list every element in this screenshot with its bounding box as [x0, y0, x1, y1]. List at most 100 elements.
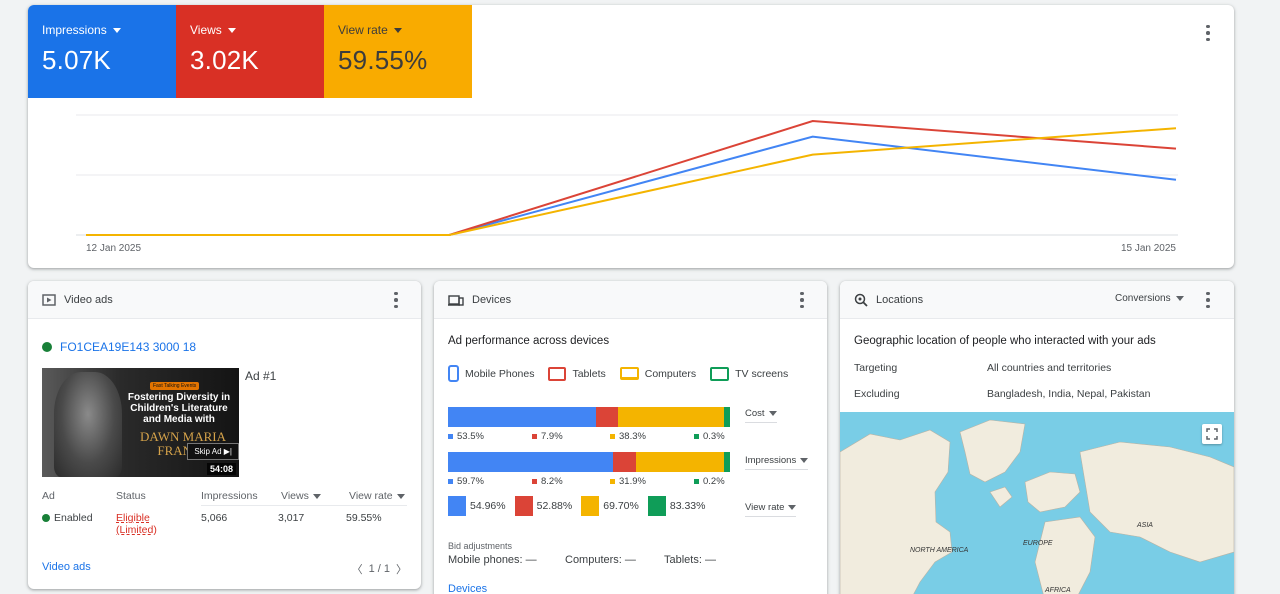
views-metric-tile[interactable]: Views 3.02K [176, 5, 324, 98]
sort-down-icon [396, 493, 405, 499]
map-label-africa: AFRICA [1044, 587, 1071, 594]
impressions-cell: 5,066 [201, 512, 228, 524]
cost-metric-dropdown[interactable]: Cost [745, 408, 777, 423]
bar-segment-tv [724, 407, 730, 427]
chevron-down-icon [768, 411, 777, 416]
view-rate-mobile: 54.96% [448, 496, 506, 516]
devices-subtitle: Ad performance across devices [448, 335, 610, 347]
divider [201, 505, 407, 506]
card-title: Locations [876, 293, 924, 306]
view-rate-metric-tile[interactable]: View rate 59.55% [324, 5, 472, 98]
targeting-label: Targeting [854, 362, 898, 374]
impressions-metric-dropdown[interactable]: Impressions [745, 455, 809, 470]
column-header-status: Status [116, 490, 146, 502]
pct-label-tablets: 8.2% [532, 476, 563, 487]
video-ads-link[interactable]: Video ads [42, 561, 91, 573]
views-label: Views [190, 23, 222, 37]
pct-label-tv: 0.2% [694, 476, 725, 487]
card-title: Devices [472, 293, 512, 306]
column-header-view-rate[interactable]: View rate [349, 490, 405, 502]
bar-segment-mobile [448, 407, 597, 427]
excluding-label: Excluding [854, 388, 900, 400]
chevron-down-icon [1175, 296, 1184, 301]
map-label-na: NORTH AMERICA [910, 547, 969, 554]
page-indicator: 1 / 1 [368, 563, 390, 575]
ad-name-link[interactable]: FO1CEA19E143 3000 18 [42, 340, 196, 354]
chevron-down-icon [112, 27, 121, 33]
bar-segment-tablets [613, 452, 636, 472]
devices-icon [448, 294, 464, 306]
ad-id-text: FO1CEA19E143 3000 18 [60, 340, 197, 354]
computer-icon [619, 367, 639, 380]
previous-page-icon[interactable]: 〈 [351, 564, 363, 576]
more-options-icon[interactable] [794, 290, 810, 310]
pct-label-mobile: 59.7% [448, 476, 484, 487]
video-duration: 54:08 [206, 463, 236, 475]
legend-tv: TV screens [710, 366, 788, 381]
view-rate-by-device: 54.96% 52.88% 69.70% 83.33% [448, 496, 715, 516]
bid-mobile: Mobile phones: — [448, 554, 537, 566]
series-line-view-rate [86, 127, 1177, 236]
map-label-asia: ASIA [1136, 522, 1153, 529]
x-tick-label: 12 Jan 2025 [86, 243, 141, 254]
bar-segment-computers [635, 452, 724, 472]
locations-subtitle: Geographic location of people who intera… [854, 335, 1156, 347]
impressions-label: Impressions [42, 23, 107, 37]
world-map-graphic: NORTH AMERICA EUROPE ASIA AFRICA [840, 419, 1234, 594]
card-header: Locations [840, 281, 1234, 319]
video-thumbnail[interactable]: Fast Talking Events Fostering Diversity … [42, 368, 239, 477]
view-rate-metric-dropdown[interactable]: View rate [745, 502, 797, 517]
chevron-down-icon [788, 505, 797, 510]
card-header: Devices [434, 281, 827, 319]
view-rate-tablets: 52.88% [514, 496, 572, 516]
view-rate-cell: 59.55% [346, 512, 382, 524]
enabled-status-icon [42, 342, 52, 352]
speaker-portrait [54, 372, 122, 477]
devices-link[interactable]: Devices [448, 583, 488, 594]
views-cell: 3,017 [278, 512, 305, 524]
status-eligible-limited-link[interactable]: Eligible (Limited) [116, 512, 157, 536]
column-header-impressions[interactable]: Impressions [201, 490, 258, 502]
enabled-dot-icon [42, 514, 50, 522]
views-value: 3.02K [190, 45, 259, 75]
view-rate-value: 59.55% [338, 45, 428, 75]
locations-card: Locations Conversions Geographic locatio… [840, 281, 1234, 594]
next-page-icon[interactable]: 〉 [396, 564, 407, 576]
legend-tablets: Tablets [548, 366, 606, 381]
conversions-dropdown[interactable]: Conversions [1115, 293, 1184, 304]
fullscreen-icon[interactable] [1202, 424, 1222, 444]
pct-label-tablets: 7.9% [532, 431, 563, 442]
excluding-value: Bangladesh, India, Nepal, Pakistan [987, 388, 1151, 400]
bid-computers: Computers: — [565, 554, 636, 566]
legend-computers: Computers [619, 367, 696, 380]
impressions-value: 5.07K [42, 45, 111, 75]
view-rate-tv: 83.33% [647, 496, 706, 516]
chevron-down-icon [393, 27, 402, 33]
sort-down-icon [312, 493, 321, 499]
column-header-views[interactable]: Views [281, 490, 321, 502]
more-options-icon[interactable] [1200, 290, 1216, 310]
impressions-stacked-bar [448, 452, 730, 472]
pagination: 〈 1 / 1 〉 [352, 561, 407, 577]
card-header: Video ads [28, 281, 421, 319]
bar-segment-tv [724, 452, 730, 472]
pct-label-computers: 31.9% [610, 476, 646, 487]
event-tag: Fast Talking Events [150, 382, 200, 390]
view-rate-computers: 69.70% [581, 496, 639, 516]
ad-number: Ad #1 [245, 369, 277, 383]
ad-state-cell: Enabled [42, 512, 93, 524]
tablet-icon [548, 366, 567, 381]
column-header-ad: Ad [42, 490, 55, 502]
pct-label-computers: 38.3% [610, 431, 646, 442]
tv-screen-icon [710, 366, 730, 381]
more-options-icon[interactable] [1200, 23, 1216, 43]
video-ads-card: Video ads FO1CEA19E143 3000 18 Fast Talk… [28, 281, 421, 589]
legend-mobile: Mobile Phones [448, 365, 534, 382]
world-map[interactable]: NORTH AMERICA EUROPE ASIA AFRICA [840, 412, 1234, 594]
impressions-metric-tile[interactable]: Impressions 5.07K [28, 5, 176, 98]
card-title: Video ads [64, 293, 113, 306]
pct-label-tv: 0.3% [694, 431, 725, 442]
chevron-down-icon [800, 458, 809, 463]
more-options-icon[interactable] [388, 290, 404, 310]
bar-segment-mobile [448, 452, 614, 472]
